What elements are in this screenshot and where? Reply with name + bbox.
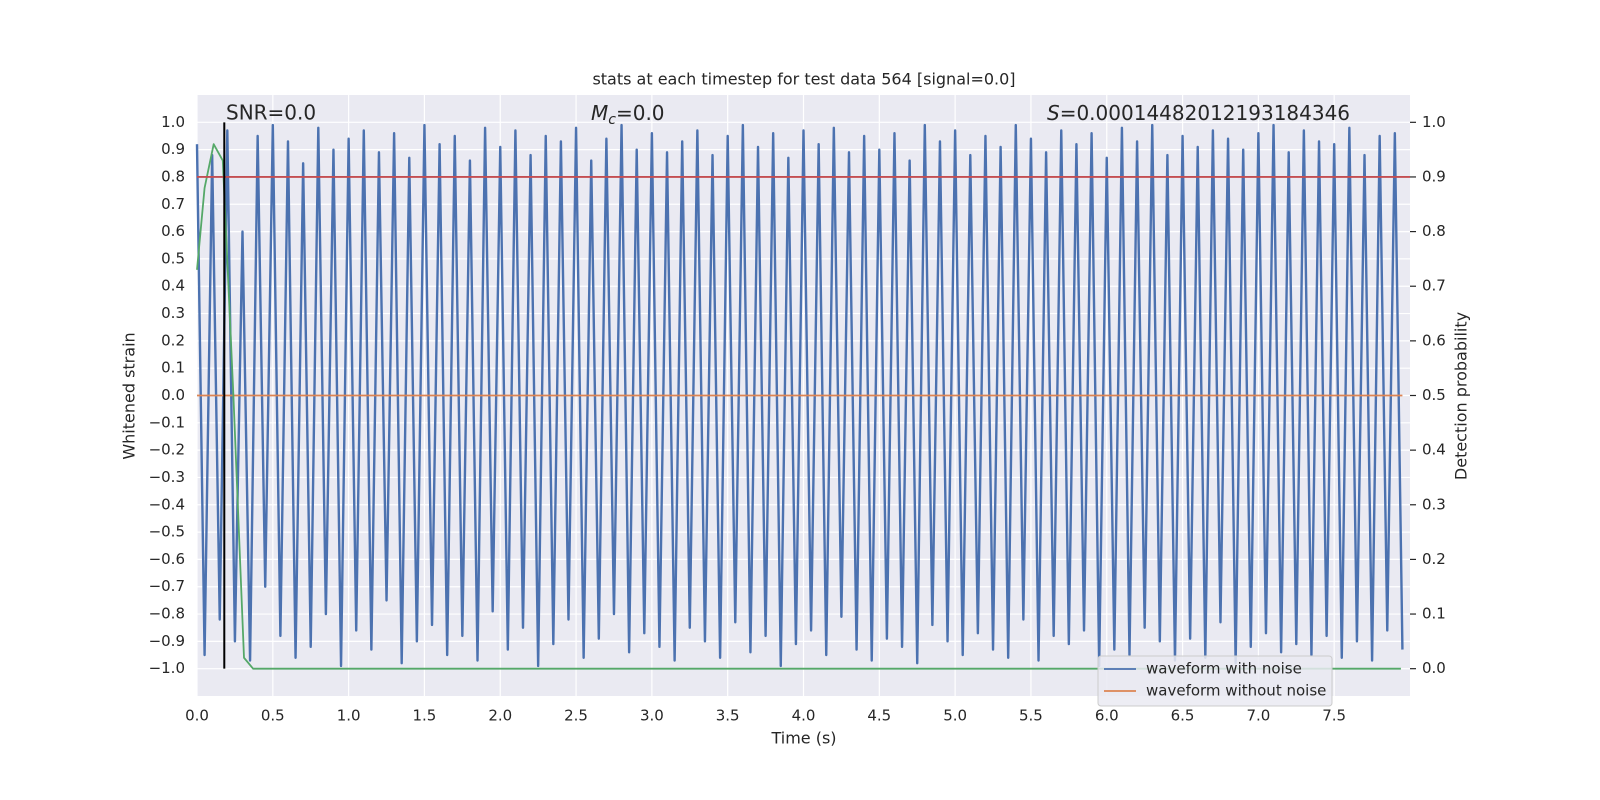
x-tick-label: 7.5	[1322, 707, 1346, 725]
y-tick-label: −0.5	[149, 523, 185, 541]
x-tick-label: 0.0	[185, 707, 209, 725]
annotation: Mc=0.0	[591, 101, 665, 129]
x-tick-label: 2.0	[488, 707, 512, 725]
y-tick-label: −0.3	[149, 468, 185, 486]
marks	[195, 122, 1410, 670]
legend: waveform with noise waveform without nois…	[1097, 655, 1333, 707]
y-tick-label: −0.6	[149, 550, 185, 568]
legend-label: waveform with noise	[1146, 660, 1302, 678]
y-tick-label: −1.0	[149, 659, 185, 677]
series-line	[196, 143, 1401, 670]
chart-title: stats at each timestep for test data 564…	[592, 70, 1015, 89]
annotation-symbol: M	[591, 101, 608, 125]
y-tick-label: 0.6	[161, 222, 185, 240]
series-line	[195, 123, 1404, 668]
y-tick-label: 0.9	[161, 140, 185, 158]
y-tick-label: 0.4	[161, 277, 185, 295]
y-tick-label: 0.1	[161, 359, 185, 377]
y-tick-label: −0.2	[149, 441, 185, 459]
annotation-subscript: c	[608, 112, 616, 128]
y2-tick-label: 0.4	[1422, 441, 1446, 459]
x-tick-label: 3.0	[640, 707, 664, 725]
y-tick-label: −0.7	[149, 577, 185, 595]
y-tick-label: −0.4	[149, 495, 185, 513]
y2-tick-label: 0.2	[1422, 550, 1446, 568]
y-tick-label: 0.8	[161, 167, 185, 185]
y-tick-label: −0.8	[149, 605, 185, 623]
x-tick-label: 7.0	[1246, 707, 1270, 725]
x-tick-label: 1.0	[337, 707, 361, 725]
x-tick-label: 2.5	[564, 707, 588, 725]
y2-tick-label: 0.6	[1422, 331, 1446, 349]
legend-box	[1097, 655, 1333, 707]
legend-label: waveform without noise	[1146, 682, 1326, 700]
y2-tick-label: 0.5	[1422, 386, 1446, 404]
y-tick-label: 1.0	[161, 113, 185, 131]
y-tick-label: −0.9	[149, 632, 185, 650]
y-tick-label: 0.7	[161, 195, 185, 213]
x-tick-label: 4.0	[792, 707, 816, 725]
x-tick-label: 3.5	[716, 707, 740, 725]
x-tick-label: 0.5	[261, 707, 285, 725]
x-tick-label: 4.5	[867, 707, 891, 725]
x-tick-label: 1.5	[413, 707, 437, 725]
y2-tick-label: 0.1	[1422, 605, 1446, 623]
annotation-symbol: S	[1047, 101, 1060, 125]
y2-tick-label: 0.3	[1422, 495, 1446, 513]
x-tick-label: 6.5	[1171, 707, 1195, 725]
y2-tick-label: 0.7	[1422, 277, 1446, 295]
y2-tick-label: 0.9	[1422, 167, 1446, 185]
y2-tick-label: 0.0	[1422, 659, 1446, 677]
annotation: SNR=0.0	[226, 101, 316, 125]
y-axis-label: Whitened strain	[120, 332, 139, 459]
y-tick-label: 0.0	[161, 386, 185, 404]
annotation-text: =0.00014482012193184346	[1060, 101, 1350, 125]
y-tick-label: −0.1	[149, 413, 185, 431]
y2-tick-label: 1.0	[1422, 113, 1446, 131]
y2-axis-label: Detection probability	[1452, 312, 1471, 480]
y-tick-label: 0.3	[161, 304, 185, 322]
x-tick-label: 6.0	[1095, 707, 1119, 725]
x-tick-label: 5.5	[1019, 707, 1043, 725]
y-tick-label: 0.2	[161, 331, 185, 349]
x-tick-label: 5.0	[943, 707, 967, 725]
y-tick-label: 0.5	[161, 249, 185, 267]
annotation-text: =0.0	[616, 101, 665, 125]
x-axis-label: Time (s)	[770, 729, 836, 748]
annotation: S=0.00014482012193184346	[1047, 101, 1350, 125]
y2-tick-label: 0.8	[1422, 222, 1446, 240]
